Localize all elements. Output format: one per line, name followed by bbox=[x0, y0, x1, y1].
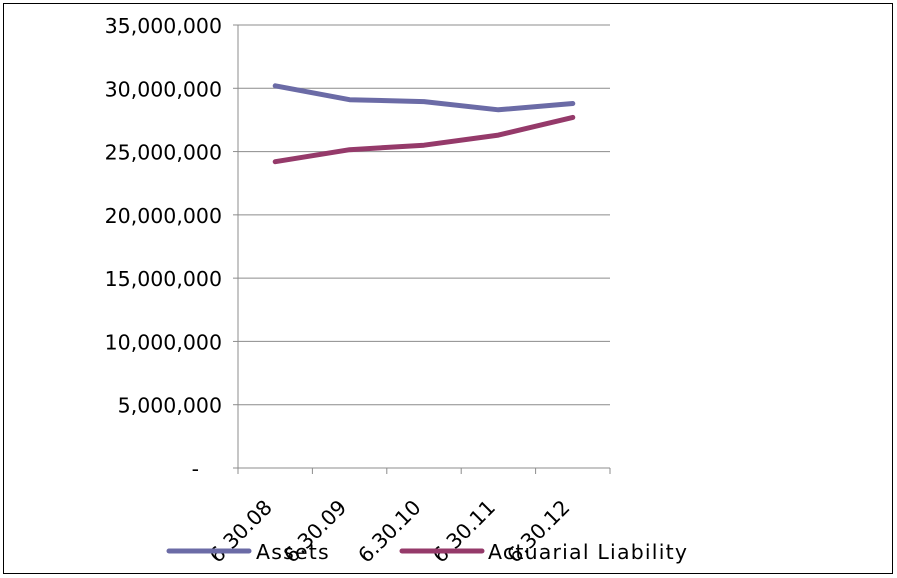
series-lines bbox=[272, 83, 576, 165]
y-tick-label: - bbox=[192, 457, 199, 481]
y-axis-tick-labels: 35,000,000 30,000,000 25,000,000 20,000,000… bbox=[105, 14, 222, 481]
line-chart: 35,000,000 30,000,000 25,000,000 20,000,000… bbox=[105, 14, 688, 568]
y-tick-label: 30,000,000 bbox=[105, 77, 222, 101]
y-tick-label: 5,000,000 bbox=[118, 394, 222, 418]
legend: Assets Actuarial Liability bbox=[166, 540, 688, 564]
y-tick-label: 25,000,000 bbox=[105, 141, 222, 165]
x-tick-label: 6.30.10 bbox=[353, 495, 425, 567]
series-line-0 bbox=[272, 83, 576, 113]
gridlines bbox=[238, 24, 610, 406]
legend-label-1: Actuarial Liability bbox=[488, 540, 688, 564]
chart-frame: 35,000,000 30,000,000 25,000,000 20,000,000… bbox=[3, 3, 893, 574]
y-tick-label: 15,000,000 bbox=[105, 267, 222, 291]
y-tick-label: 20,000,000 bbox=[105, 204, 222, 228]
y-tick-label: 35,000,000 bbox=[105, 14, 222, 38]
axes bbox=[233, 24, 611, 474]
legend-label-0: Assets bbox=[256, 540, 330, 564]
y-tick-label: 10,000,000 bbox=[105, 330, 222, 354]
series-line-1 bbox=[272, 114, 576, 165]
